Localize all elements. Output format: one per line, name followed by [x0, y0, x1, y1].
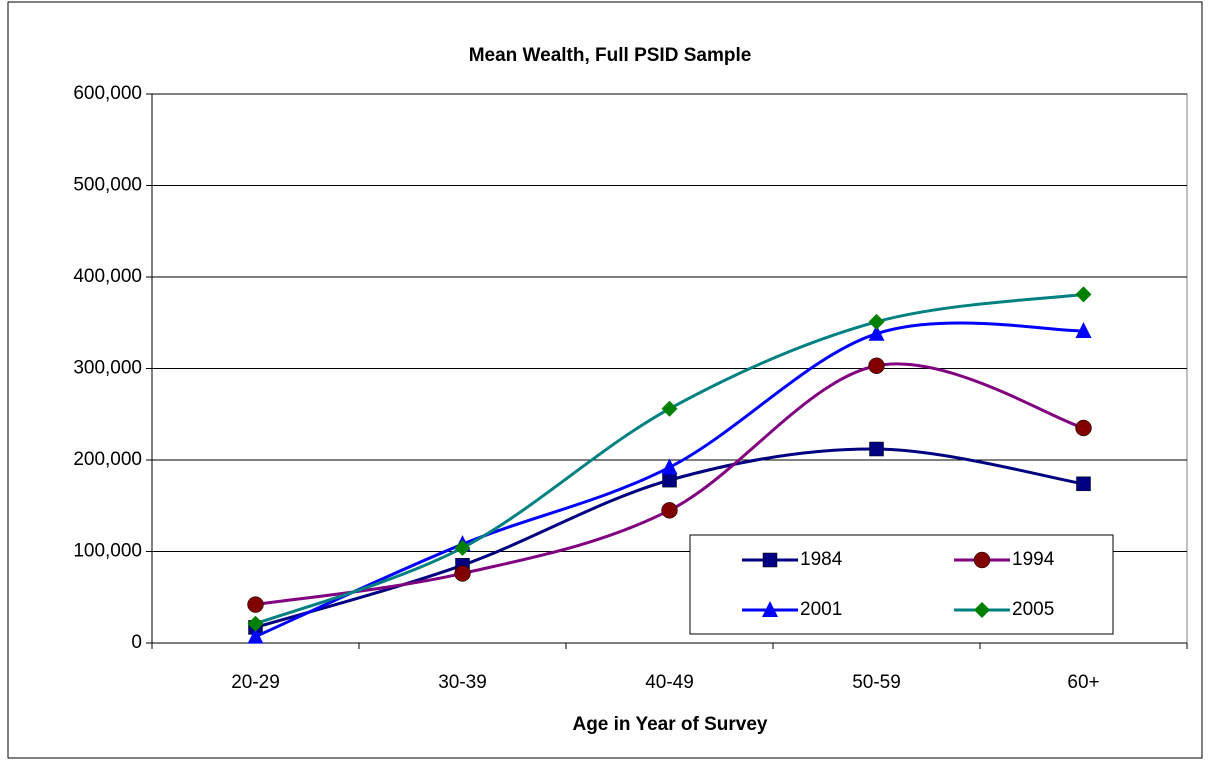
marker — [1075, 286, 1092, 303]
marker — [1075, 321, 1092, 338]
marker — [869, 441, 884, 457]
marker — [454, 539, 471, 556]
legend: 1984 1994 2001 2005 — [689, 534, 1114, 635]
x-tick-label: 30-39 — [438, 672, 487, 693]
chart-title: Mean Wealth, Full PSID Sample — [469, 45, 752, 66]
marker — [661, 400, 678, 417]
marker — [1075, 419, 1092, 437]
legend-box — [689, 534, 1114, 635]
legend-label: 1984 — [800, 549, 843, 570]
marker — [868, 357, 885, 375]
y-tick-label: 600,000 — [73, 83, 142, 104]
marker — [662, 472, 677, 488]
marker — [762, 601, 778, 617]
marker — [247, 596, 264, 613]
marker — [661, 458, 678, 475]
y-tick-label: 200,000 — [73, 449, 142, 470]
marker — [762, 552, 778, 568]
y-tick-label: 400,000 — [73, 266, 142, 287]
x-axis-label: Age in Year of Survey — [572, 714, 767, 735]
marker — [247, 615, 264, 632]
legend-label: 1994 — [1012, 549, 1055, 570]
legend-label: 2005 — [1012, 599, 1054, 620]
x-tick-label: 20-29 — [231, 672, 280, 693]
x-tick-label: 50-59 — [852, 672, 901, 693]
marker — [868, 313, 885, 330]
marker — [661, 502, 678, 519]
marker — [247, 627, 264, 644]
marker — [974, 602, 990, 618]
legend-label: 2001 — [800, 599, 842, 620]
marker — [1076, 476, 1091, 492]
y-tick-label: 100,000 — [73, 541, 142, 562]
x-tick-label: 60+ — [1067, 672, 1099, 693]
marker — [454, 565, 471, 582]
marker — [973, 551, 991, 569]
y-tick-label: 0 — [131, 632, 142, 653]
marker — [868, 324, 885, 341]
y-tick-label: 300,000 — [73, 358, 142, 379]
y-tick-label: 500,000 — [73, 175, 142, 196]
x-tick-label: 40-49 — [645, 672, 694, 693]
